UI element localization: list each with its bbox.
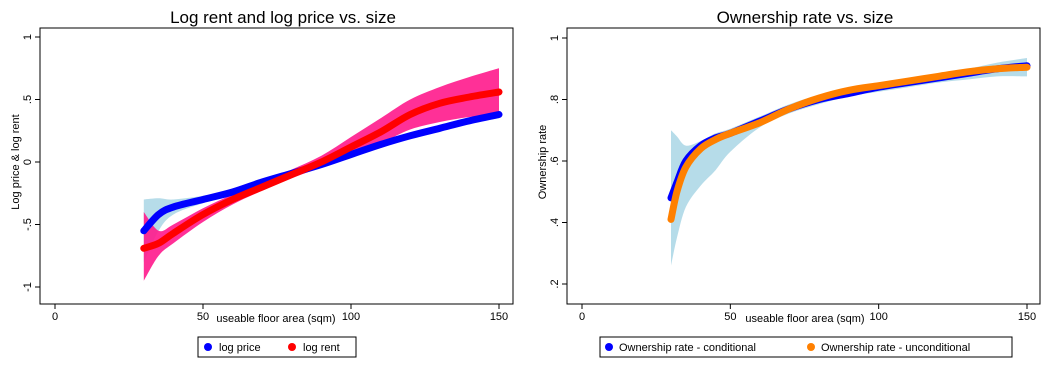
legend-marker-log-rent [288,343,296,351]
panel-log-rent-price: Log rent and log price vs. size -1 -.5 0 .5… [10,8,514,358]
legend-box [599,336,1013,358]
fitted-lines [667,62,1031,223]
legend-label-log-price: log price [219,342,261,354]
x-tick-label: 150 [1018,311,1036,323]
y-tick-label: .5 [22,95,34,104]
x-axis: 0 50 100 150 [567,303,1040,323]
legend-marker-log-price [204,343,212,351]
y-tick-label: 1 [22,34,34,40]
y-tick-label: .2 [549,279,561,288]
y-tick-label: .6 [549,156,561,165]
y-tick-label: 0 [22,159,34,165]
legend-label-conditional: Ownership rate - conditional [619,342,756,354]
chart-title: Log rent and log price vs. size [170,8,396,27]
y-axis-label: Ownership rate [537,125,549,200]
x-tick-label: 100 [869,311,887,323]
y-tick-label: .8 [549,95,561,104]
x-axis-label: useable floor area (sqm) [216,313,335,325]
y-axis: .2 .4 .6 .8 1 [549,28,568,304]
fitted-lines [140,88,503,252]
x-tick-label: 100 [342,311,360,323]
legend-marker-unconditional [807,343,815,351]
confidence-bands [143,68,500,281]
x-tick-label: 50 [197,311,209,323]
series-line-1 [667,63,1031,223]
legend-marker-conditional [605,343,613,351]
y-axis: -1 -.5 0 .5 1 [22,28,41,304]
x-tick-label: 150 [490,311,508,323]
series-line-1 [140,88,503,252]
plot-area [39,27,514,305]
y-tick-label: 1 [549,35,561,41]
legend-label-log-rent: log rent [303,342,340,354]
x-tick-label: 0 [579,311,585,323]
y-tick-label: .4 [549,218,561,227]
y-tick-label: -1 [22,282,34,292]
legend-label-unconditional: Ownership rate - unconditional [821,342,970,354]
x-tick-label: 50 [724,311,736,323]
x-tick-label: 0 [52,311,58,323]
x-axis: 0 50 100 150 [40,303,513,323]
legend: Ownership rate - conditional Ownership r… [599,336,1013,358]
confidence-band-0 [143,110,500,262]
y-axis-label: Log price & log rent [10,114,22,209]
y-tick-label: -.5 [22,218,34,231]
panel-ownership-rate: Ownership rate vs. size .2 .4 .6 .8 1 0 50 100… [537,8,1041,358]
x-axis-label: useable floor area (sqm) [745,313,864,325]
legend-box [197,336,357,358]
legend: log price log rent [197,336,357,358]
chart-title: Ownership rate vs. size [717,8,894,27]
confidence-band-1 [143,68,500,281]
